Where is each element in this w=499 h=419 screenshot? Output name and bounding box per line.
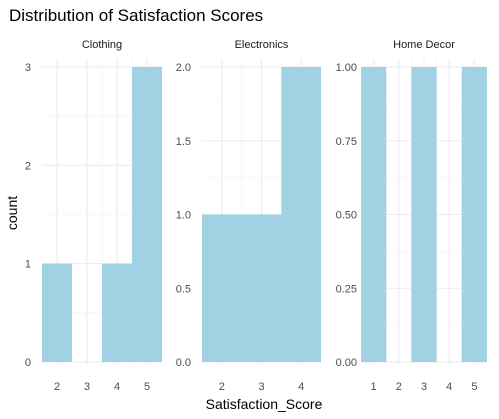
histogram-bar bbox=[461, 67, 487, 362]
histogram-bar bbox=[132, 67, 162, 362]
histogram-bar bbox=[241, 214, 282, 362]
y-tick-label: 1.00 bbox=[336, 62, 357, 74]
histogram-bar bbox=[361, 67, 387, 362]
y-axis-title: count bbox=[4, 196, 20, 230]
x-tick-label: 2 bbox=[54, 381, 60, 393]
x-axis-title: Satisfaction_Score bbox=[206, 396, 323, 412]
x-tick-label: 3 bbox=[258, 381, 264, 393]
facet-strip-label: Clothing bbox=[82, 39, 122, 51]
y-tick-label: 0.75 bbox=[336, 136, 357, 148]
y-tick-label: 0 bbox=[25, 357, 31, 369]
x-tick-label: 2 bbox=[219, 381, 225, 393]
y-tick-label: 2 bbox=[25, 160, 31, 172]
x-tick-label: 3 bbox=[421, 381, 427, 393]
x-tick-label: 1 bbox=[371, 381, 377, 393]
x-tick-label: 4 bbox=[446, 381, 452, 393]
y-tick-label: 2.0 bbox=[176, 62, 191, 74]
x-tick-label: 4 bbox=[114, 381, 120, 393]
facet-panel-2: 0.0 0.5 1.0 1.5 2.0 2 3 4 Electronics bbox=[176, 39, 321, 393]
facet-panels: 0 1 2 3 2 3 4 5 Clothing 0.0 0.5 1.0 1.5 2.0 2 3 4 Electr… bbox=[25, 39, 487, 393]
y-tick-label: 0.25 bbox=[336, 283, 357, 295]
y-tick-label: 0.5 bbox=[176, 283, 191, 295]
y-tick-label: 0.50 bbox=[336, 210, 357, 222]
x-tick-label: 4 bbox=[298, 381, 304, 393]
x-tick-label: 5 bbox=[471, 381, 477, 393]
histogram-bar bbox=[281, 67, 321, 362]
x-tick-label: 3 bbox=[84, 381, 90, 393]
y-tick-label: 0.0 bbox=[176, 357, 191, 369]
y-tick-label: 0.00 bbox=[336, 357, 357, 369]
y-tick-label: 1.5 bbox=[176, 136, 191, 148]
x-tick-label: 2 bbox=[396, 381, 402, 393]
x-tick-label: 5 bbox=[144, 381, 150, 393]
chart-title: Distribution of Satisfaction Scores bbox=[9, 6, 263, 25]
y-tick-label: 1.0 bbox=[176, 210, 191, 222]
facet-panel-3: 0.00 0.25 0.50 0.75 1.00 1 2 3 4 5 Home Decor bbox=[336, 39, 487, 393]
facet-panel-1: 0 1 2 3 2 3 4 5 Clothing bbox=[25, 39, 162, 393]
facet-strip-label: Electronics bbox=[235, 39, 289, 51]
histogram-bar bbox=[202, 214, 242, 362]
facet-strip-label: Home Decor bbox=[393, 39, 455, 51]
y-tick-label: 1 bbox=[25, 259, 31, 271]
histogram-bar bbox=[102, 263, 132, 362]
histogram-bar bbox=[411, 67, 437, 362]
y-tick-label: 3 bbox=[25, 62, 31, 74]
histogram-bar bbox=[42, 263, 72, 362]
